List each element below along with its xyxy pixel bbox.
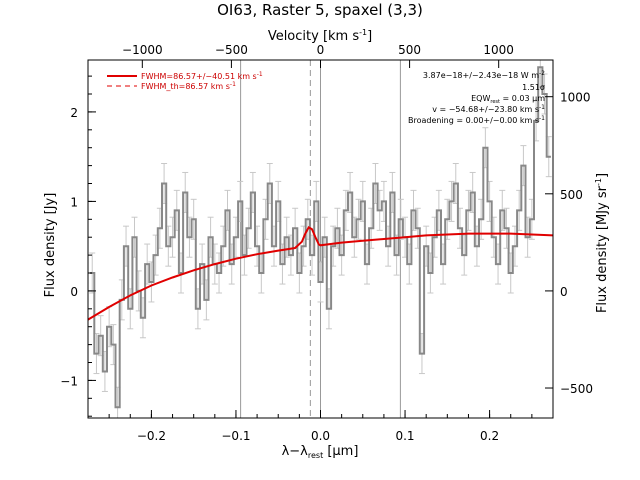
plot-frame <box>87 59 554 419</box>
top-axis-label: Velocity [km s-1] <box>268 28 372 44</box>
spectrum-step-series <box>90 66 551 409</box>
annotation-velocity: v = −54.68+/−23.80 km s-1 <box>432 104 545 114</box>
x-tick-label: 0.0 <box>311 429 330 443</box>
y-axis-label-left: Flux density [Jy] <box>43 193 58 298</box>
y-tick-label: 1 <box>70 195 78 209</box>
annotation-broadening: Broadening = 0.00+/−0.00 km s-1 <box>408 115 545 125</box>
top-tick-label: 500 <box>398 43 421 57</box>
right-tick-label: −500 <box>560 382 593 396</box>
x-tick-label: 0.1 <box>395 429 414 443</box>
annotation-flux: 3.87e−18+/−2.43e−18 W m-2 <box>423 70 545 80</box>
top-tick-label: 1000 <box>483 43 514 57</box>
legend-entry-fwhm: FWHM=86.57+/−40.51 km s-1 <box>141 71 263 81</box>
y-tick-label: 2 <box>70 106 78 120</box>
annotation-eqw: EQWrest = 0.03 μm <box>471 94 545 105</box>
y-tick-label: 0 <box>70 285 78 299</box>
fit-model-series <box>87 226 554 321</box>
y-axis-label-right: Flux density [MJy sr-1] <box>594 173 610 313</box>
annotation-sigma: 1.51σ <box>522 83 545 92</box>
x-tick-label: −0.2 <box>137 429 166 443</box>
right-tick-label: 1000 <box>560 91 591 105</box>
legend: FWHM=86.57+/−40.51 km s-1 FWHM_th=86.57 … <box>107 71 263 91</box>
series-lines <box>87 66 554 409</box>
chart-title: OI63, Raster 5, spaxel (3,3) <box>217 1 423 19</box>
x-axis-label: λ−λrest [μm] <box>282 444 359 460</box>
right-tick-label: 0 <box>560 285 568 299</box>
right-tick-label: 500 <box>560 188 583 202</box>
legend-entry-fwhm-th: FWHM_th=86.57 km s-1 <box>141 81 236 91</box>
y-tick-label: −1 <box>60 374 78 388</box>
annotations: 3.87e−18+/−2.43e−18 W m-2 1.51σ EQWrest … <box>408 70 545 125</box>
x-tick-label: −0.1 <box>221 429 250 443</box>
top-tick-label: −1000 <box>122 43 163 57</box>
top-tick-label: −500 <box>215 43 248 57</box>
axis-ticks: −0.2 −0.1 0.0 0.1 0.2 −1 0 1 2 −1000 −500 0 500 1000 −… <box>60 43 593 443</box>
top-tick-label: 0 <box>317 43 325 57</box>
x-tick-label: 0.2 <box>480 429 499 443</box>
